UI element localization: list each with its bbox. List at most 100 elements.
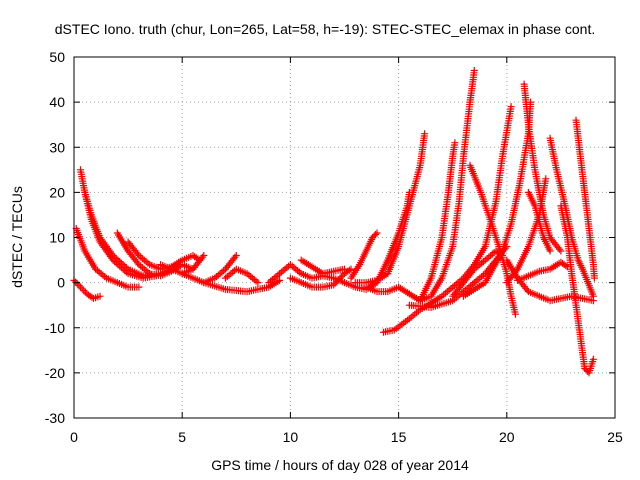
- data-point: [365, 250, 367, 252]
- data-point: [564, 205, 566, 207]
- data-point: [372, 236, 374, 239]
- data-point: [510, 106, 512, 108]
- data-point: [571, 273, 573, 275]
- data-point: [354, 286, 356, 288]
- data-point: [246, 273, 248, 275]
- data-point: [300, 282, 302, 284]
- data-point: [343, 268, 346, 270]
- data-point: [86, 293, 88, 295]
- data-point: [452, 300, 454, 302]
- series: [362, 67, 478, 305]
- data-point: [300, 259, 302, 261]
- data-point: [484, 259, 486, 261]
- data-point: [376, 232, 378, 234]
- data-point: [224, 268, 227, 270]
- data-point: [159, 275, 162, 277]
- data-point: [506, 273, 508, 275]
- data-point: [510, 295, 512, 297]
- data-point: [592, 358, 594, 360]
- series-markers: [347, 229, 381, 282]
- data-point: [387, 291, 389, 293]
- data-point: [99, 241, 101, 243]
- data-point: [333, 270, 335, 272]
- data-point: [408, 293, 411, 295]
- data-point: [142, 275, 144, 277]
- data-point: [224, 277, 227, 279]
- y-tick-label: 0: [57, 275, 65, 291]
- data-point: [506, 282, 508, 284]
- data-point: [203, 254, 205, 257]
- data-point: [95, 268, 97, 270]
- data-point: [192, 254, 194, 257]
- data-point: [527, 191, 530, 193]
- data-point: [322, 273, 324, 275]
- data-point: [99, 295, 101, 297]
- data-point: [523, 83, 525, 85]
- series: [449, 247, 506, 300]
- data-point: [584, 367, 586, 369]
- data-point: [127, 286, 129, 288]
- data-point: [84, 250, 86, 252]
- data-point: [79, 169, 82, 171]
- data-point: [387, 273, 389, 275]
- data-point: [549, 137, 551, 139]
- x-tick-label: 20: [499, 429, 515, 445]
- y-tick-label: -20: [45, 365, 65, 381]
- data-point: [311, 286, 313, 288]
- data-point: [560, 250, 562, 252]
- data-point: [473, 268, 475, 270]
- data-point: [462, 277, 465, 279]
- series: [557, 202, 597, 377]
- data-point: [365, 282, 367, 284]
- data-point: [138, 263, 140, 266]
- data-point: [592, 300, 594, 302]
- series: [70, 276, 104, 302]
- axis-ticks: [73, 56, 616, 419]
- data-point: [268, 282, 270, 284]
- series: [520, 80, 565, 255]
- data-point: [462, 291, 465, 293]
- series: [572, 116, 598, 282]
- data-point: [75, 227, 77, 230]
- data-point: [350, 277, 352, 279]
- y-tick-label: -10: [45, 320, 65, 336]
- data-point: [441, 295, 443, 297]
- data-point: [484, 245, 486, 248]
- data-point: [549, 300, 551, 302]
- data-point: [382, 331, 385, 333]
- data-point: [235, 268, 237, 270]
- data-point: [278, 279, 281, 281]
- data-point: [469, 101, 471, 103]
- data-point: [398, 245, 400, 248]
- data-point: [577, 259, 579, 261]
- data-point: [581, 268, 584, 270]
- data-point: [555, 169, 558, 171]
- data-point: [575, 119, 577, 121]
- data-point: [116, 282, 118, 284]
- series: [286, 265, 355, 291]
- data-point: [473, 263, 475, 266]
- data-point: [462, 155, 465, 157]
- data-point: [289, 277, 291, 279]
- data-point: [398, 286, 400, 288]
- data-point: [92, 297, 95, 300]
- data-point: [350, 268, 352, 270]
- data-point: [90, 214, 92, 216]
- y-tick-labels: -30 -20 -10 0 10 20 30 40 50: [45, 49, 65, 426]
- data-point: [79, 286, 82, 288]
- data-point: [408, 304, 411, 306]
- data-point: [501, 155, 504, 157]
- data-point: [549, 250, 551, 252]
- data-point: [289, 263, 291, 266]
- data-point: [311, 266, 313, 268]
- data-point: [127, 241, 129, 243]
- data-point: [579, 155, 581, 157]
- data-point: [452, 155, 454, 157]
- series: [351, 130, 429, 287]
- data-point: [588, 227, 590, 230]
- data-point: [545, 178, 547, 180]
- data-point: [430, 295, 432, 297]
- data-point: [519, 182, 521, 184]
- data-point: [116, 232, 118, 234]
- data-point: [588, 372, 590, 374]
